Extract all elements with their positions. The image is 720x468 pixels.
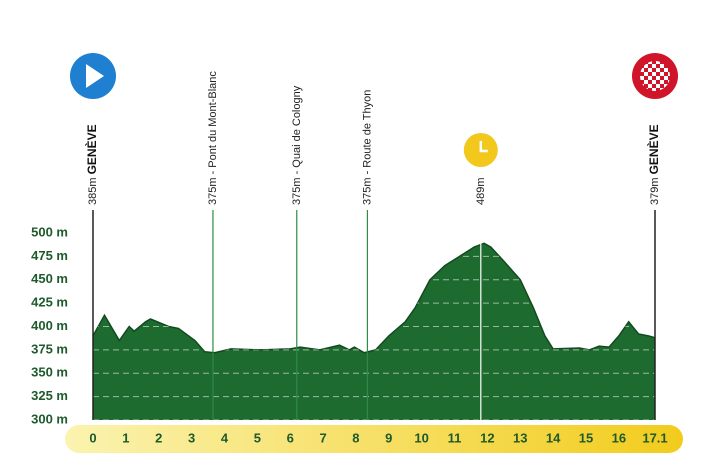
x-tick-label: 14 [546, 430, 561, 445]
start-arrow [86, 64, 104, 88]
marker-elevation: 379m [649, 177, 661, 205]
marker-label: 375m - Route de Thyon [361, 90, 373, 205]
x-tick-label: 7 [319, 430, 326, 445]
marker-elevation: 385m [87, 177, 99, 205]
y-tick-label: 400 m [31, 318, 68, 333]
marker-label: 375m - Pont du Mont-Blanc [207, 71, 219, 205]
y-tick-label: 375 m [31, 341, 68, 356]
marker-label: 375m - Quai de Cologny [291, 85, 303, 205]
x-tick-label: 3 [188, 430, 195, 445]
x-axis-band [65, 425, 683, 453]
x-tick-label: 10 [414, 430, 428, 445]
elevation-line [92, 242, 656, 354]
x-tick-label: 1 [122, 430, 129, 445]
marker-label: 379m GENÈVE [646, 124, 661, 205]
finish-flag [640, 61, 670, 91]
marker-elevation: 375m - Quai de Cologny [291, 85, 303, 205]
x-tick-label: 2 [155, 430, 162, 445]
y-tick-label: 350 m [31, 365, 68, 380]
marker-elevation: 375m - Pont du Mont-Blanc [207, 71, 219, 205]
y-tick-label: 475 m [31, 248, 68, 263]
y-tick-label: 500 m [31, 224, 68, 239]
marker-label: 489m [475, 177, 487, 205]
y-tick-label: 325 m [31, 388, 68, 403]
clock-hands [479, 141, 488, 153]
x-tick-label: 13 [513, 430, 527, 445]
x-tick-label: 0 [89, 430, 96, 445]
x-tick-label: 4 [221, 430, 229, 445]
x-tick-label: 12 [480, 430, 494, 445]
x-tick-label: 6 [287, 430, 294, 445]
x-tick-label: 16 [612, 430, 626, 445]
marker-elevation: 489m [475, 177, 487, 205]
marker-elevation: 375m - Route de Thyon [361, 90, 373, 205]
x-tick-label: 8 [352, 430, 359, 445]
y-tick-label: 450 m [31, 271, 68, 286]
x-tick-label: 11 [448, 430, 462, 445]
x-tick-label: 5 [254, 430, 261, 445]
y-tick-label: 425 m [31, 295, 68, 310]
x-tick-label: 9 [385, 430, 392, 445]
elevation-area [93, 243, 655, 420]
x-tick-label: 15 [579, 430, 593, 445]
marker-label: 385m GENÈVE [84, 124, 99, 205]
y-tick-label: 300 m [31, 411, 68, 426]
x-tick-label: 17.1 [642, 430, 667, 445]
marker-name: GENÈVE [646, 124, 661, 174]
marker-name: GENÈVE [84, 124, 99, 174]
